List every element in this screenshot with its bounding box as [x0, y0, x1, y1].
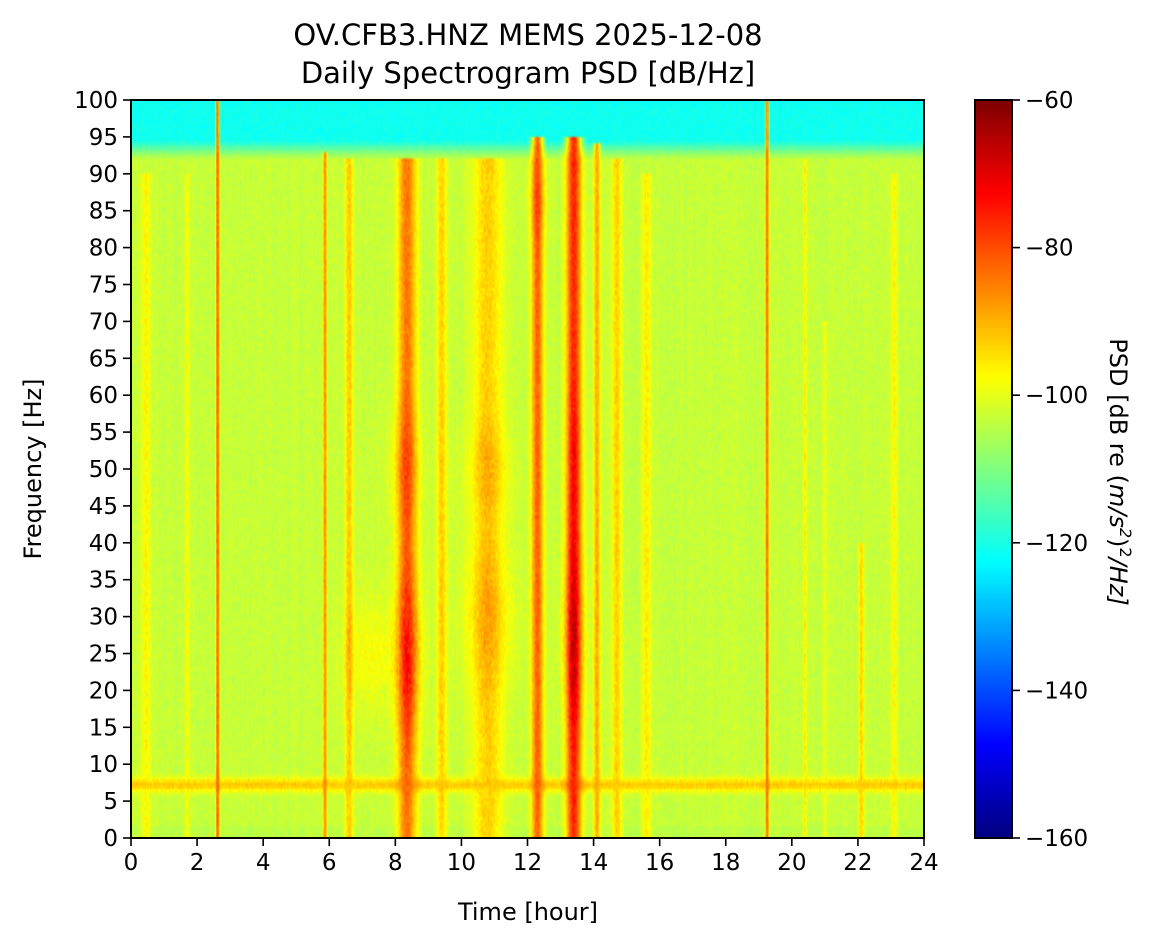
y-tick-label: 65 — [89, 346, 118, 372]
colorbar: −60 −80 −100 −120 −140 −160 PSD [dB re (m/s2)… — [974, 88, 1135, 852]
x-tick-label: 18 — [711, 850, 740, 876]
x-axis-ticks: 0 2 4 6 8 10 12 14 16 18 20 22 24 — [124, 838, 939, 876]
x-axis-label: Time [hour] — [457, 898, 598, 926]
y-tick-label: 50 — [89, 457, 118, 483]
spectrogram-heatmap — [131, 100, 924, 838]
colorbar-ticks: −60 −80 −100 −120 −140 −160 — [1012, 88, 1088, 852]
y-tick-label: 80 — [89, 236, 118, 262]
y-tick-label: 85 — [89, 199, 118, 225]
y-tick-label: 30 — [89, 605, 118, 631]
x-tick-label: 10 — [447, 850, 476, 876]
x-tick-label: 16 — [645, 850, 674, 876]
y-tick-label: 60 — [89, 383, 118, 409]
x-tick-label: 0 — [124, 850, 139, 876]
colorbar-tick-label: −80 — [1025, 236, 1074, 262]
chart-title: OV.CFB3.HNZ MEMS 2025-12-08 — [293, 18, 762, 52]
x-tick-label: 12 — [513, 850, 542, 876]
y-tick-label: 75 — [89, 273, 118, 299]
y-tick-label: 5 — [103, 789, 118, 815]
y-tick-label: 70 — [89, 309, 118, 335]
y-tick-label: 0 — [103, 826, 118, 852]
spectrogram-plot-area — [130, 99, 925, 839]
y-tick-label: 15 — [89, 715, 118, 741]
x-tick-label: 20 — [777, 850, 806, 876]
x-tick-label: 24 — [909, 850, 938, 876]
colorbar-tick-label: −160 — [1025, 826, 1088, 852]
y-tick-label: 35 — [89, 568, 118, 594]
x-tick-label: 8 — [388, 850, 403, 876]
y-tick-label: 100 — [74, 88, 118, 114]
y-tick-label: 95 — [89, 125, 118, 151]
x-tick-label: 22 — [843, 850, 872, 876]
x-tick-label: 2 — [190, 850, 205, 876]
colorbar-frame — [974, 99, 1013, 839]
colorbar-label: PSD [dB re (m/s2)2/Hz] — [1104, 338, 1135, 605]
x-tick-label: 6 — [322, 850, 337, 876]
x-tick-label: 4 — [256, 850, 271, 876]
colorbar-tick-label: −100 — [1025, 383, 1088, 409]
y-tick-label: 55 — [89, 420, 118, 446]
y-tick-label: 25 — [89, 642, 118, 668]
y-tick-label: 40 — [89, 531, 118, 557]
colorbar-tick-label: −140 — [1025, 678, 1088, 704]
y-axis-label: Frequency [Hz] — [19, 379, 47, 560]
colorbar-tick-label: −120 — [1025, 531, 1088, 557]
y-tick-label: 90 — [89, 162, 118, 188]
x-tick-label: 14 — [579, 850, 608, 876]
chart-subtitle: Daily Spectrogram PSD [dB/Hz] — [301, 56, 755, 90]
colorbar-tick-label: −60 — [1025, 88, 1074, 114]
colorbar-gradient — [975, 100, 1012, 838]
y-axis-ticks: 0 5 10 15 20 25 30 35 40 45 50 55 60 65 70 75 80 85 90 95 10… — [74, 88, 131, 852]
y-tick-label: 45 — [89, 494, 118, 520]
y-tick-label: 20 — [89, 678, 118, 704]
y-tick-label: 10 — [89, 752, 118, 778]
